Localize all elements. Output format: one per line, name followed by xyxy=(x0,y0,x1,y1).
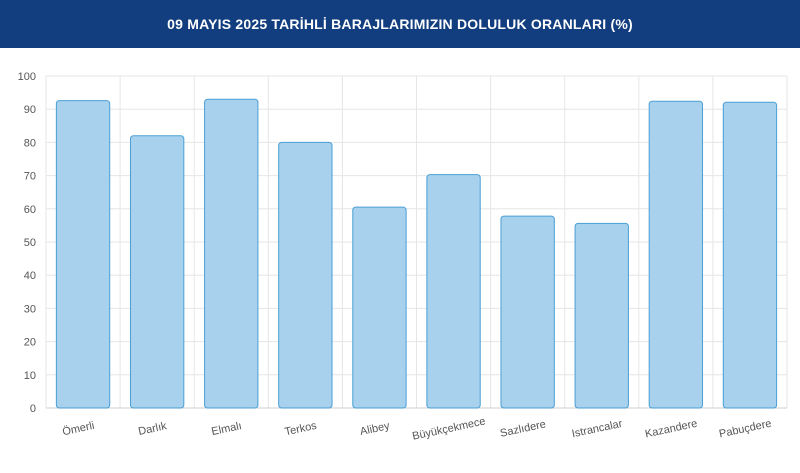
y-tick-label: 20 xyxy=(24,337,36,349)
bar[interactable] xyxy=(204,98,259,409)
y-tick-label: 30 xyxy=(24,303,36,315)
chart-header: 09 MAYIS 2025 TARİHLİ BARAJLARIMIZIN DOL… xyxy=(0,0,800,48)
y-tick-label: 10 xyxy=(24,370,36,382)
y-tick-label: 40 xyxy=(24,270,36,282)
x-tick-label: Darlık xyxy=(137,420,168,438)
x-tick-label: Ömerli xyxy=(61,420,95,438)
x-tick-label: Alibey xyxy=(359,420,391,438)
bar[interactable] xyxy=(352,206,407,409)
x-tick-label: Elmalı xyxy=(210,420,242,438)
chart-title: 09 MAYIS 2025 TARİHLİ BARAJLARIMIZIN DOL… xyxy=(167,16,633,32)
y-axis-ticks: 0 10 20 30 40 50 60 70 80 90 100 xyxy=(18,71,36,415)
x-tick-label: Büyükçekmece xyxy=(411,415,486,442)
bar-chart: 0 10 20 30 40 50 60 70 80 90 100 Ömerli Darlık Elmal… xyxy=(18,71,788,443)
bar[interactable] xyxy=(722,101,778,409)
bar[interactable] xyxy=(426,174,481,409)
x-tick-label: Sazlıdere xyxy=(499,418,547,439)
x-tick-label: Istrancalar xyxy=(571,418,624,440)
y-tick-label: 90 xyxy=(24,104,36,116)
bar[interactable] xyxy=(648,100,704,409)
x-tick-label: Terkos xyxy=(284,420,319,439)
y-tick-label: 70 xyxy=(24,171,36,183)
chart-area: 0 10 20 30 40 50 60 70 80 90 100 Ömerli Darlık Elmal… xyxy=(0,48,800,468)
y-tick-label: 50 xyxy=(24,237,36,249)
bar[interactable] xyxy=(500,215,555,409)
bar[interactable] xyxy=(574,222,629,409)
y-tick-label: 100 xyxy=(18,71,36,83)
bar[interactable] xyxy=(129,135,185,409)
x-tick-label: Pabuçdere xyxy=(718,418,773,441)
x-tick-label: Kazandere xyxy=(644,418,699,441)
x-axis-ticks: Ömerli Darlık Elmalı Terkos Alibey Büyükçekme… xyxy=(61,415,772,442)
bar[interactable] xyxy=(278,141,333,409)
y-tick-label: 0 xyxy=(30,403,36,415)
y-tick-label: 60 xyxy=(24,204,36,216)
y-tick-label: 80 xyxy=(24,137,36,149)
bar-layer xyxy=(55,98,778,409)
bar[interactable] xyxy=(55,100,111,409)
